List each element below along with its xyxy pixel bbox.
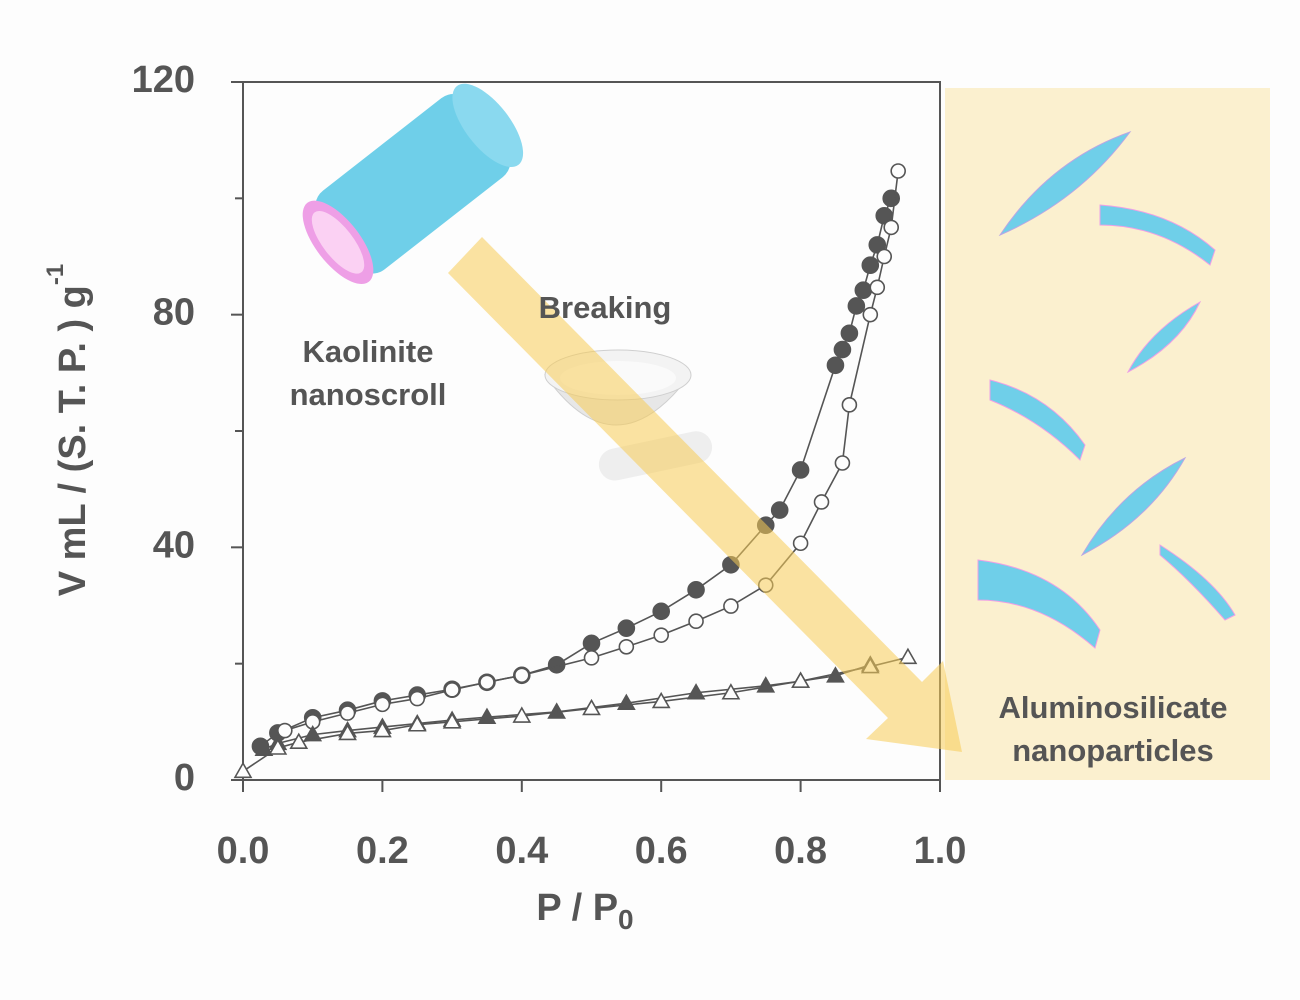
x-tick-label: 1.0 xyxy=(914,830,967,872)
y-tick-label: 0 xyxy=(174,757,195,799)
marker xyxy=(834,455,851,471)
process-arrow xyxy=(448,237,962,752)
marker xyxy=(854,281,873,300)
marker xyxy=(442,712,462,729)
marker xyxy=(444,682,460,698)
marker xyxy=(686,683,706,700)
marker xyxy=(582,698,601,716)
x-tick-label: 0.6 xyxy=(635,830,688,872)
y-axis-label: V mL / (S. T. P. ) g-1 xyxy=(42,264,94,596)
marker xyxy=(289,732,309,749)
marker xyxy=(770,501,789,519)
marker xyxy=(479,674,495,691)
marker xyxy=(813,494,830,510)
marker xyxy=(339,705,356,721)
marker xyxy=(898,647,918,665)
marker xyxy=(861,256,880,275)
plot-area xyxy=(233,163,918,779)
y-tick-label: 120 xyxy=(132,59,195,101)
marker xyxy=(373,720,392,738)
marker xyxy=(862,306,879,323)
marker xyxy=(338,723,357,741)
marker xyxy=(876,248,893,265)
x-axis-label: P / P0 xyxy=(536,887,633,935)
marker xyxy=(374,696,391,713)
marker xyxy=(617,619,636,637)
marker xyxy=(233,761,253,779)
marker xyxy=(826,356,845,375)
scroll-illustration xyxy=(302,83,524,284)
marker xyxy=(407,715,427,732)
x-tick-label: 0.2 xyxy=(356,830,409,872)
flakes-illustration xyxy=(977,130,1236,649)
marker xyxy=(841,397,858,413)
annotation: Kaolinite xyxy=(303,334,434,369)
marker xyxy=(723,598,739,614)
marker xyxy=(513,667,530,684)
marker xyxy=(254,739,274,756)
marker xyxy=(688,613,704,630)
annotation: nanoparticles xyxy=(1012,733,1214,768)
x-tick-label: 0.4 xyxy=(495,830,548,872)
marker xyxy=(791,671,810,688)
marker xyxy=(582,634,601,653)
marker xyxy=(618,638,635,655)
marker xyxy=(883,219,900,236)
marker xyxy=(869,279,886,296)
axes: 0 40 80 120 0.0 0.2 0.4 0.6 0.8 1.0 xyxy=(132,59,967,872)
marker xyxy=(409,690,426,707)
marker xyxy=(653,627,670,643)
marker xyxy=(652,602,671,621)
marker xyxy=(303,725,323,742)
marker xyxy=(868,236,887,254)
marker xyxy=(268,738,288,755)
marker xyxy=(687,580,705,599)
y-tick-label: 80 xyxy=(153,292,195,334)
x-tick-label: 0.8 xyxy=(774,830,827,872)
marker xyxy=(840,324,859,343)
annotation: Aluminosilicate xyxy=(998,690,1227,725)
marker xyxy=(583,650,600,666)
marker xyxy=(833,340,852,359)
marker xyxy=(791,461,810,479)
annotation: Breaking xyxy=(539,290,672,325)
marker xyxy=(890,163,906,179)
annotation: nanoscroll xyxy=(290,377,447,412)
marker xyxy=(721,683,741,700)
marker xyxy=(512,706,532,723)
marker xyxy=(847,297,866,315)
marker xyxy=(277,722,293,739)
y-axis-label-sup: -1 xyxy=(42,264,69,285)
y-tick-label: 40 xyxy=(153,524,195,566)
x-axis-label-sub: 0 xyxy=(618,904,634,935)
marker xyxy=(882,189,901,208)
y-axis-label-text: V mL / (S. T. P. ) g xyxy=(52,285,94,596)
x-axis-label-text: P / P xyxy=(536,887,618,929)
series-line xyxy=(242,656,909,772)
x-tick-label: 0.0 xyxy=(217,830,270,872)
marker xyxy=(792,535,809,552)
result-panel xyxy=(945,88,1270,780)
marker xyxy=(547,702,567,719)
marker xyxy=(651,691,671,709)
